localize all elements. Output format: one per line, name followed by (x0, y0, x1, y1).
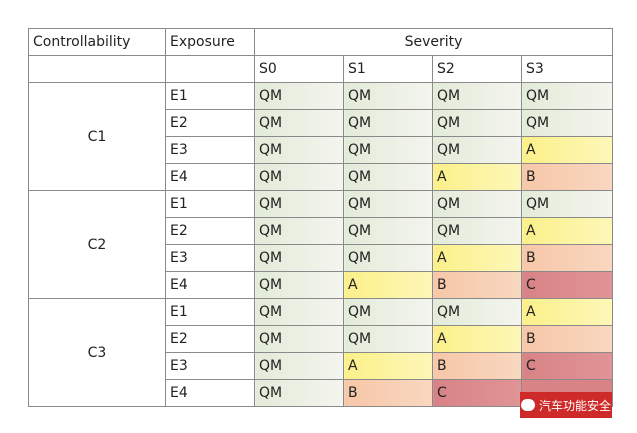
asil-cell: B (432, 352, 522, 380)
row: E4 QM A B C (29, 271, 613, 299)
row: C1 E1 QM QM QM QM (28, 82, 613, 191)
asil-cell: QM (254, 217, 344, 245)
asil-cell: QM (521, 190, 613, 218)
exposure-label: E3 (165, 244, 255, 272)
exposure-label: E1 (165, 190, 255, 218)
asil-cell: QM (254, 298, 344, 326)
asil-cell: C (521, 352, 613, 380)
header-cell: Severity (254, 28, 613, 56)
asil-cell: QM (343, 82, 433, 110)
exposure-label: E4 (165, 379, 255, 407)
controllability-label: C3 (28, 298, 166, 407)
header-cell: Exposure (165, 28, 255, 56)
asil-cell: B (432, 271, 522, 299)
row: C2 E1 QM QM QM QM (28, 190, 613, 299)
empty-cell (165, 55, 255, 83)
controllability-label: C1 (28, 82, 166, 191)
watermark-text: 汽车功能安全 (538, 398, 611, 413)
row: E2 QM QM A B (29, 325, 613, 353)
wechat-icon (520, 399, 535, 411)
asil-cell: QM (432, 136, 522, 164)
asil-cell: B (343, 379, 433, 407)
asil-cell: QM (432, 190, 522, 218)
asil-cell: B (521, 325, 613, 353)
asil-cell: QM (343, 136, 433, 164)
asil-cell: QM (254, 352, 344, 380)
controllability-label: C2 (28, 190, 166, 299)
exposure-label: E4 (165, 163, 255, 191)
asil-cell: QM (254, 190, 344, 218)
asil-cell: QM (254, 109, 344, 137)
asil-cell: B (521, 244, 613, 272)
asil-cell: QM (343, 109, 433, 137)
header-row: Controllability Exposure Severity (28, 28, 613, 56)
header-cell: Controllability (28, 28, 166, 56)
row: E3 QM A B C (29, 352, 613, 380)
asil-cell: QM (343, 163, 433, 191)
asil-cell: A (521, 217, 613, 245)
severity-level: S0 (254, 55, 344, 83)
severity-level: S3 (521, 55, 613, 83)
watermark: 汽车功能安全 (520, 392, 612, 418)
row: E3 QM QM QM A (29, 136, 613, 164)
empty-cell (28, 55, 166, 83)
asil-cell: QM (343, 244, 433, 272)
asil-cell: A (343, 352, 433, 380)
asil-cell: A (521, 298, 613, 326)
asil-cell: B (521, 163, 613, 191)
asil-cell: QM (432, 217, 522, 245)
exposure-label: E1 (165, 298, 255, 326)
exposure-label: E1 (165, 82, 255, 110)
asil-cell: QM (343, 190, 433, 218)
row: E2 QM QM QM A (29, 217, 613, 245)
row: E3 QM QM A B (29, 244, 613, 272)
exposure-label: E3 (165, 352, 255, 380)
exposure-label: E2 (165, 109, 255, 137)
severity-level: S1 (343, 55, 433, 83)
asil-cell: QM (432, 82, 522, 110)
asil-cell: QM (254, 163, 344, 191)
row: C3 E1 QM QM QM A (28, 298, 613, 407)
asil-cell: QM (521, 109, 613, 137)
asil-cell: QM (432, 298, 522, 326)
table-body: Controllability Exposure Severity S0 S1 S2 S3 C… (28, 28, 613, 407)
asil-cell: C (521, 271, 613, 299)
asil-cell: QM (432, 109, 522, 137)
asil-cell: QM (254, 136, 344, 164)
asil-cell: A (432, 325, 522, 353)
asil-cell: QM (254, 271, 344, 299)
asil-cell: QM (254, 325, 344, 353)
asil-cell: QM (254, 244, 344, 272)
exposure-label: E2 (165, 217, 255, 245)
exposure-label: E2 (165, 325, 255, 353)
exposure-label: E4 (165, 271, 255, 299)
asil-cell: QM (343, 298, 433, 326)
header-row: S0 S1 S2 S3 (28, 55, 613, 83)
asil-table: Controllability Exposure Severity S0 S1 S2 S3 C… (28, 28, 613, 407)
asil-cell: QM (343, 325, 433, 353)
asil-cell: A (521, 136, 613, 164)
row: E2 QM QM QM QM (29, 109, 613, 137)
asil-cell: A (343, 271, 433, 299)
severity-level: S2 (432, 55, 522, 83)
asil-cell: QM (254, 379, 344, 407)
asil-cell: A (432, 163, 522, 191)
asil-cell: QM (254, 82, 344, 110)
exposure-label: E3 (165, 136, 255, 164)
asil-cell: A (432, 244, 522, 272)
asil-cell: QM (521, 82, 613, 110)
asil-cell: QM (343, 217, 433, 245)
asil-cell: C (432, 379, 522, 407)
